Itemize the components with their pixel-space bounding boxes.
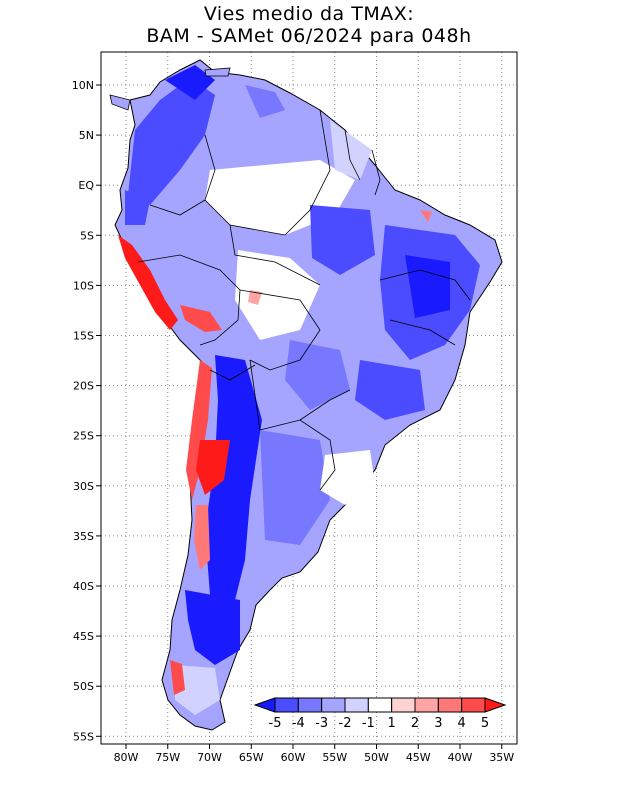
map-frame — [100, 51, 518, 745]
colorbar-segment — [274, 697, 299, 713]
lon-tick-label: 40W — [448, 751, 473, 764]
lat-tick-label: EQ — [78, 179, 94, 192]
lon-tick-label: 65W — [239, 751, 264, 764]
colorbar-label: -4 — [292, 716, 305, 731]
lat-tick-label: 45S — [73, 630, 94, 643]
colorbar-segment — [461, 697, 486, 713]
lat-tick-label: 15S — [73, 330, 94, 343]
lat-tick-label: 25S — [73, 430, 94, 443]
lat-tick-label: 55S — [73, 730, 94, 743]
lat-tick-label: 5S — [80, 229, 94, 242]
axis-ticks: 10N 5N EQ 5S 10S 15S 20S 25S 30S 35S 40S 45S 50S 55S 8… — [72, 79, 515, 764]
country-borders — [137, 109, 471, 491]
lat-tick-label: 30S — [73, 480, 94, 493]
lon-tick-label: 70W — [197, 751, 222, 764]
lon-tick-label: 50W — [364, 751, 389, 764]
colorbar-segment — [391, 697, 416, 713]
colorbar-label: -2 — [339, 716, 352, 731]
lat-tick-label: 35S — [73, 530, 94, 543]
colorbar-segment — [321, 697, 346, 713]
map-title-line1: Vies medio da TMAX: — [203, 3, 415, 25]
colorbar-label: -5 — [269, 716, 282, 731]
colorbar-label: 4 — [458, 716, 466, 731]
lat-tick-label: 40S — [73, 580, 94, 593]
colorbar-segment — [344, 697, 369, 713]
lon-tick-label: 35W — [489, 751, 514, 764]
colorbar-label: 3 — [434, 716, 442, 731]
colorbar-arrow-right — [484, 697, 507, 713]
lat-tick-label: 10S — [73, 279, 94, 292]
colorbar-label: 5 — [481, 716, 489, 731]
colorbar-segment — [414, 697, 439, 713]
lat-tick-label: 10N — [72, 79, 94, 92]
lon-tick-label: 80W — [114, 751, 139, 764]
warm-bias-streaks — [118, 210, 432, 695]
lat-tick-label: 5N — [79, 129, 94, 142]
lon-tick-label: 60W — [281, 751, 306, 764]
lon-tick-label: 45W — [406, 751, 431, 764]
colorbar-label: 2 — [411, 716, 419, 731]
colorbar-label: -3 — [315, 716, 328, 731]
lat-tick-label: 20S — [73, 380, 94, 393]
lat-tick-label: 50S — [73, 680, 94, 693]
island-features — [109, 67, 231, 111]
colorbar: -5 -4 -3 -2 -1 1 2 3 4 5 — [253, 697, 507, 731]
colorbar-segment — [437, 697, 463, 713]
colorbar-segment — [297, 697, 323, 713]
map-title-line2: BAM - SAMet 06/2024 para 048h — [146, 25, 472, 47]
lon-tick-label: 55W — [322, 751, 347, 764]
colorbar-segment — [367, 697, 393, 713]
colorbar-label: -1 — [362, 716, 375, 731]
colorbar-label: 1 — [388, 716, 396, 731]
lon-tick-label: 75W — [155, 751, 180, 764]
